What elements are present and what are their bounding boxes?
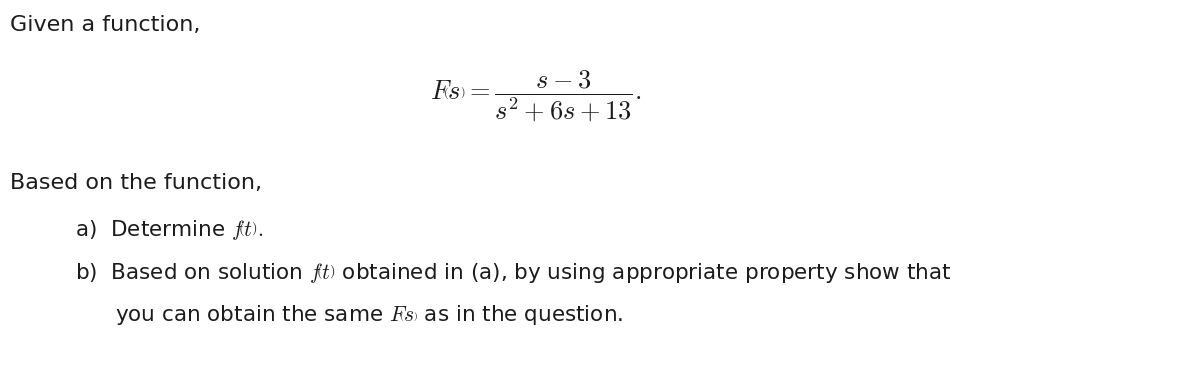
Text: $F\!\left(s\right)=\dfrac{s-3}{s^{2}+6s+13}.$: $F\!\left(s\right)=\dfrac{s-3}{s^{2}+6s+… xyxy=(430,68,641,124)
Text: a)  Determine $f\!\left(t\right).$: a) Determine $f\!\left(t\right).$ xyxy=(74,218,263,242)
Text: Based on the function,: Based on the function, xyxy=(10,173,262,193)
Text: Given a function,: Given a function, xyxy=(10,15,200,35)
Text: b)  Based on solution $f\!\left(t\right)$ obtained in (a), by using appropriate : b) Based on solution $f\!\left(t\right)$… xyxy=(74,261,952,285)
Text: you can obtain the same $F\!\left(s\right)$ as in the question.: you can obtain the same $F\!\left(s\righ… xyxy=(115,303,623,327)
